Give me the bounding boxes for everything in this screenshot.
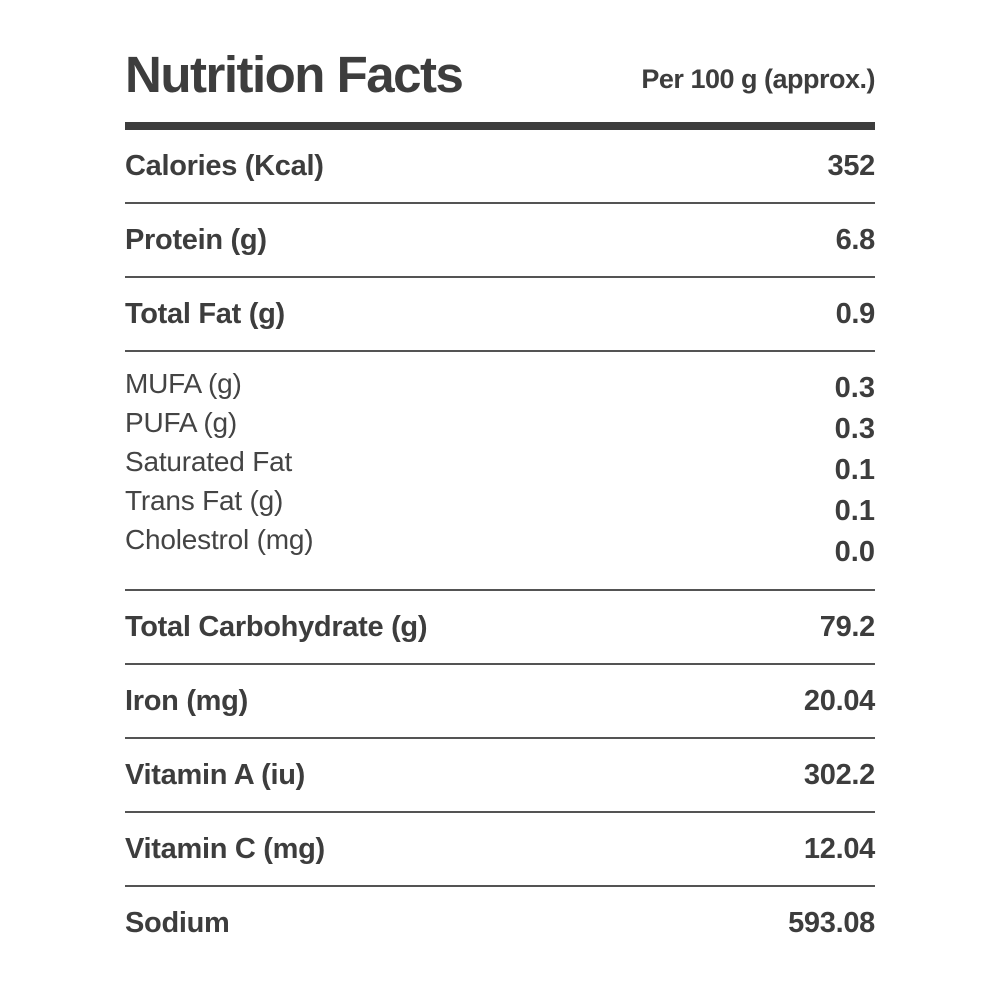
nutrient-subvalue: 0.1 (834, 495, 875, 527)
subgroup-labels: MUFA (g) PUFA (g) Saturated Fat Trans Fa… (125, 364, 314, 559)
header-divider (125, 122, 875, 130)
page-title: Nutrition Facts (125, 46, 464, 103)
nutrient-sublabel: Trans Fat (g) (125, 485, 284, 516)
row-vitamin-a: Vitamin A (iu) 302.2 (125, 739, 875, 813)
row-total-carbohydrate: Total Carbohydrate (g) 79.2 (125, 591, 875, 665)
row-calories: Calories (Kcal) 352 (125, 130, 875, 204)
nutrient-label: Protein (g) (125, 223, 267, 256)
nutrient-sublabel: MUFA (g) (125, 368, 242, 399)
nutrient-value: 352 (827, 149, 876, 182)
nutrient-value: 79.2 (819, 610, 876, 643)
nutrient-value: 6.8 (835, 223, 876, 256)
nutrient-value: 12.04 (803, 832, 875, 865)
row-sodium: Sodium 593.08 (125, 887, 875, 959)
nutrient-value: 302.2 (803, 758, 875, 791)
nutrient-sublabel: Cholestrol (mg) (125, 524, 314, 555)
nutrient-label: Vitamin A (iu) (125, 758, 306, 791)
nutrient-label: Sodium (125, 906, 230, 939)
nutrition-panel: Nutrition Facts Per 100 g (approx.) Calo… (125, 49, 875, 959)
subgroup-values: 0.3 0.3 0.1 0.1 0.0 (835, 368, 875, 573)
nutrient-subvalue: 0.3 (834, 372, 875, 404)
nutrient-value: 20.04 (803, 684, 875, 717)
fat-subgroup: MUFA (g) PUFA (g) Saturated Fat Trans Fa… (125, 352, 875, 591)
nutrient-label: Iron (mg) (125, 684, 248, 717)
row-iron: Iron (mg) 20.04 (125, 665, 875, 739)
label-header: Nutrition Facts Per 100 g (approx.) (125, 49, 875, 100)
nutrient-label: Total Fat (g) (125, 297, 285, 330)
nutrient-sublabel: PUFA (g) (125, 407, 237, 438)
nutrient-subvalue: 0.3 (834, 413, 875, 445)
row-total-fat: Total Fat (g) 0.9 (125, 278, 875, 352)
nutrient-subvalue: 0.1 (834, 454, 875, 486)
nutrient-sublabel: Saturated Fat (125, 446, 293, 477)
serving-size-text: Per 100 g (approx.) (641, 64, 875, 94)
row-vitamin-c: Vitamin C (mg) 12.04 (125, 813, 875, 887)
row-protein: Protein (g) 6.8 (125, 204, 875, 278)
nutrient-value: 0.9 (835, 297, 876, 330)
nutrient-value: 593.08 (788, 906, 875, 939)
nutrient-label: Total Carbohydrate (g) (125, 610, 428, 643)
nutrient-label: Vitamin C (mg) (125, 832, 325, 865)
nutrient-subvalue: 0.0 (834, 536, 875, 568)
nutrient-label: Calories (Kcal) (125, 149, 324, 182)
